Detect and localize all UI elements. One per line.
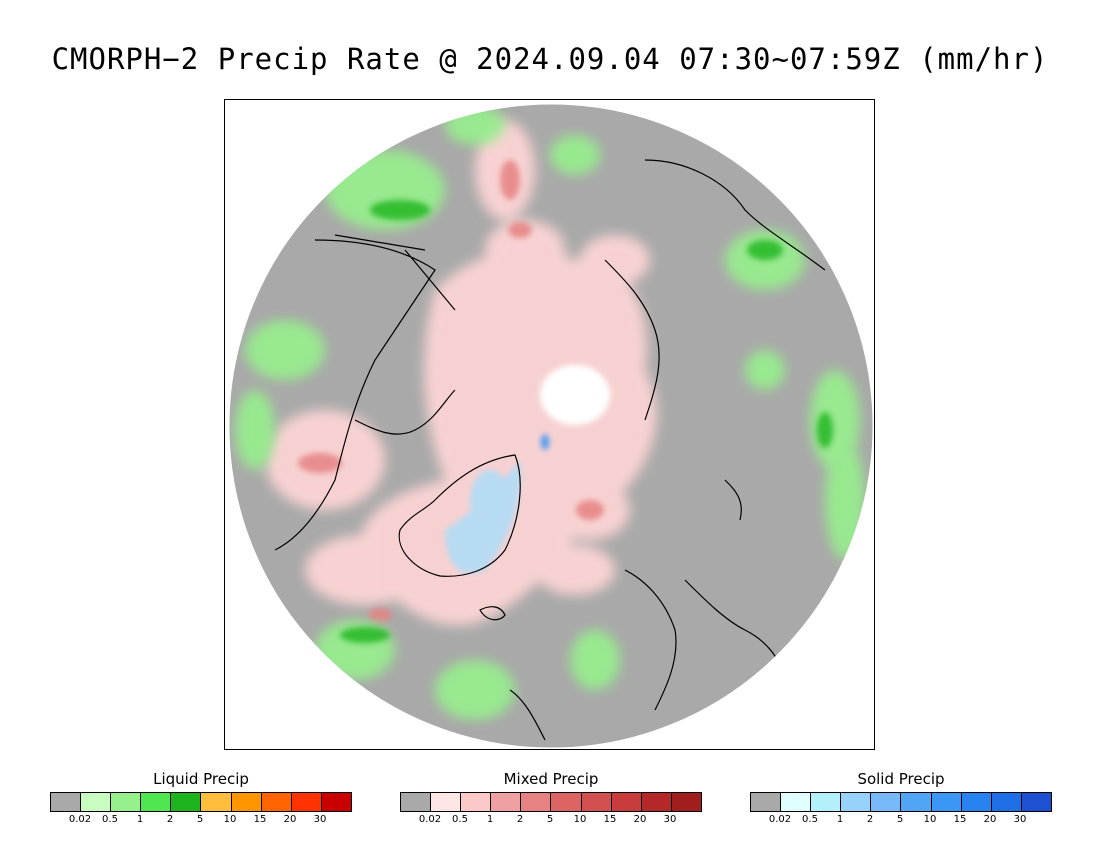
tick-label: 10 [223, 814, 237, 825]
tick-label: 30 [313, 814, 327, 825]
swatch [201, 793, 232, 811]
swatch [811, 793, 842, 811]
swatch [551, 793, 582, 811]
tick-label: 10 [573, 814, 587, 825]
swatch [261, 793, 292, 811]
tick-label: 2 [866, 814, 874, 825]
swatch [461, 793, 492, 811]
swatch [231, 793, 262, 811]
swatch [841, 793, 872, 811]
solid-precip-legend: Solid Precip 0.02 0.5 1 2 5 10 15 20 30 [750, 770, 1052, 826]
tick-label: 5 [546, 814, 554, 825]
color-scale [50, 792, 352, 812]
swatch [641, 793, 672, 811]
polar-white-zone [540, 365, 610, 425]
tick-label: 10 [923, 814, 937, 825]
tick-label: 5 [196, 814, 204, 825]
swatch [491, 793, 522, 811]
swatch [781, 793, 812, 811]
map-title: CMORPH−2 Precip Rate @ 2024.09.04 07:30~… [51, 42, 1049, 76]
tick-label: 15 [603, 814, 617, 825]
swatch [111, 793, 142, 811]
tick-label: 0.5 [452, 814, 468, 825]
swatch [521, 793, 552, 811]
tick-label: 30 [663, 814, 677, 825]
swatch [141, 793, 172, 811]
swatch [991, 793, 1022, 811]
swatch [171, 793, 202, 811]
swatch [581, 793, 612, 811]
tick-label: 1 [486, 814, 494, 825]
polar-projection-map [228, 103, 873, 748]
tick-label: 2 [166, 814, 174, 825]
swatch [671, 793, 701, 811]
swatch [1021, 793, 1051, 811]
tick-label: 20 [283, 814, 297, 825]
tick-label: 15 [953, 814, 967, 825]
liquid-precip-moderate [340, 200, 833, 643]
color-scale [400, 792, 702, 812]
legend-title: Liquid Precip [153, 770, 249, 788]
mixed-precip-areas [265, 120, 657, 626]
swatch [611, 793, 642, 811]
swatch [961, 793, 992, 811]
tick-label: 0.02 [68, 814, 92, 825]
tick-label: 20 [633, 814, 647, 825]
solid-precip-areas [445, 434, 549, 574]
swatch [871, 793, 902, 811]
tick-label: 30 [1013, 814, 1027, 825]
mixed-precip-legend: Mixed Precip 0.02 0.5 1 2 5 10 15 20 30 [400, 770, 702, 826]
tick-label: 2 [516, 814, 524, 825]
swatch [431, 793, 462, 811]
tick-labels: 0.02 0.5 1 2 5 10 15 20 30 [750, 812, 1052, 826]
liquid-precip-legend: Liquid Precip 0.02 0.5 1 2 5 10 15 20 30 [50, 770, 352, 826]
legend-title: Solid Precip [857, 770, 945, 788]
tick-label: 1 [836, 814, 844, 825]
tick-label: 0.02 [768, 814, 792, 825]
tick-label: 15 [253, 814, 267, 825]
tick-labels: 0.02 0.5 1 2 5 10 15 20 30 [50, 812, 352, 826]
tick-labels: 0.02 0.5 1 2 5 10 15 20 30 [400, 812, 702, 826]
swatch [401, 793, 432, 811]
swatch [321, 793, 351, 811]
tick-label: 5 [896, 814, 904, 825]
legend-title: Mixed Precip [503, 770, 599, 788]
swatch [51, 793, 82, 811]
swatch [751, 793, 782, 811]
swatch [901, 793, 932, 811]
tick-label: 0.5 [102, 814, 118, 825]
swatch [291, 793, 322, 811]
tick-label: 1 [136, 814, 144, 825]
tick-label: 20 [983, 814, 997, 825]
swatch [81, 793, 112, 811]
swatch [931, 793, 962, 811]
tick-label: 0.02 [418, 814, 442, 825]
color-scale [750, 792, 1052, 812]
precip-map[interactable] [224, 99, 875, 750]
mixed-precip-heavy [298, 160, 604, 622]
tick-label: 0.5 [802, 814, 818, 825]
